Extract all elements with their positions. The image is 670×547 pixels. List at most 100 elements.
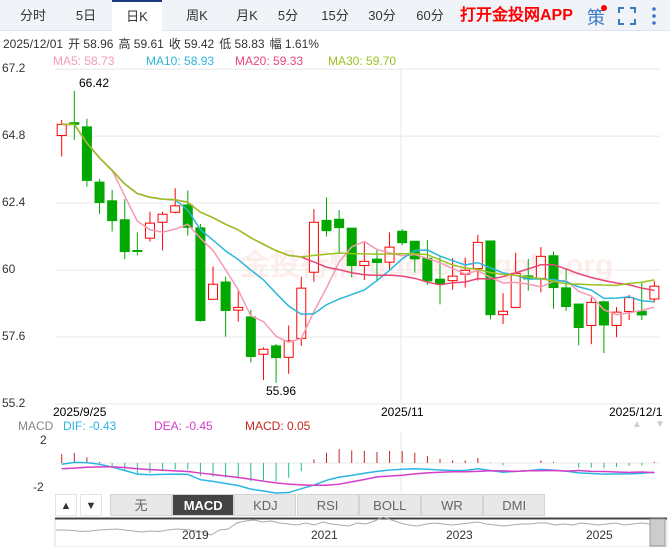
tab-0[interactable]: 分时 xyxy=(19,8,46,23)
candle-body xyxy=(624,297,635,313)
candle-body xyxy=(498,310,509,316)
candle-body xyxy=(195,227,206,321)
tab-6[interactable]: 15分 xyxy=(321,8,349,23)
ma-legend-3: MA30: 59.70 xyxy=(328,54,397,68)
tab-1[interactable]: 5日 xyxy=(75,8,97,23)
candle-body xyxy=(371,258,382,263)
x-label-start: 2025/9/25 xyxy=(53,405,107,419)
indicator-tab-rsi[interactable]: RSI xyxy=(296,494,359,516)
macd-legend-dif: DIF: -0.43 xyxy=(63,419,117,433)
info-date: 2025/12/01 xyxy=(3,37,64,51)
candle-body xyxy=(548,255,559,289)
indicator-tab-无[interactable]: 无 xyxy=(110,494,172,516)
tab-3[interactable]: 周K xyxy=(186,8,208,23)
y-tick: 62.4 xyxy=(2,195,26,210)
info-change: 幅 1.61% xyxy=(269,37,319,51)
tab-2[interactable]: 日K xyxy=(112,0,162,32)
candle-body xyxy=(359,260,370,267)
candle-body xyxy=(245,316,256,357)
info-high: 高 59.61 xyxy=(118,37,164,51)
candle-body xyxy=(56,123,67,137)
candle-body xyxy=(107,200,118,222)
candle-body xyxy=(321,219,332,232)
tab-5[interactable]: 5分 xyxy=(277,8,299,23)
min-annotation: 55.96 xyxy=(266,384,297,398)
indicator-tab-kdj[interactable]: KDJ xyxy=(234,494,297,516)
candle-body xyxy=(258,348,269,355)
navigator-year-label: 2021 xyxy=(311,528,338,542)
candle-body xyxy=(157,213,168,223)
macd-legend-dea: DEA: -0.45 xyxy=(154,419,213,433)
info-low: 低 58.83 xyxy=(219,37,265,51)
panel-up-icon[interactable]: ▲ xyxy=(632,419,642,430)
indicator-tab-macd[interactable]: MACD xyxy=(172,494,235,516)
indicator-tab-dmi[interactable]: DMI xyxy=(483,494,546,516)
navigator-handle[interactable] xyxy=(649,518,666,547)
y-tick: 57.6 xyxy=(2,328,26,343)
candle-body xyxy=(598,301,609,326)
candle-body xyxy=(308,221,319,273)
candle-body xyxy=(435,278,445,285)
more-vertical-icon[interactable] xyxy=(650,6,658,26)
candle-body xyxy=(611,311,622,327)
candle-body xyxy=(94,181,105,203)
scroll-down-button[interactable]: ▼ xyxy=(80,494,102,516)
candle-body xyxy=(397,230,408,244)
notification-dot xyxy=(601,5,607,11)
ma-legend-0: MA5: 58.73 xyxy=(53,54,115,68)
x-label-end: 2025/12/1 xyxy=(609,405,663,419)
ma20-line xyxy=(61,123,655,292)
navigator xyxy=(54,517,668,547)
candle-body xyxy=(561,287,572,308)
ma-legend-1: MA10: 58.93 xyxy=(146,54,215,68)
candle-body xyxy=(636,310,647,316)
candle-body xyxy=(208,283,219,300)
navigator-year-label: 2023 xyxy=(446,528,473,542)
tab-7[interactable]: 30分 xyxy=(368,8,396,23)
info-open: 开 58.96 xyxy=(68,37,114,51)
indicator-tab-boll[interactable]: BOLL xyxy=(358,494,421,516)
candle-body xyxy=(535,255,546,279)
macd-y-tick-neg2: -2 xyxy=(33,480,44,494)
candle-body xyxy=(220,281,231,311)
info-close: 收 59.42 xyxy=(168,37,215,51)
candle-body xyxy=(170,205,181,213)
candle-body xyxy=(271,345,282,359)
candle-body xyxy=(586,301,597,327)
panel-down-icon[interactable]: ▼ xyxy=(655,419,665,430)
x-label-nov: 2025/11 xyxy=(381,405,424,419)
ma-legend-2: MA20: 59.33 xyxy=(235,54,304,68)
ma10-line xyxy=(61,123,655,315)
candle-body xyxy=(233,306,244,311)
candle-body xyxy=(573,303,584,328)
scroll-up-button[interactable]: ▲ xyxy=(55,494,77,516)
dif-line xyxy=(61,461,655,494)
y-tick: 60 xyxy=(2,262,16,276)
max-annotation: 66.42 xyxy=(79,76,110,90)
candle-body xyxy=(119,219,130,253)
ohlc-info: 2025/12/01 开 58.96 高 59.61 收 59.42 低 58.83 幅 … xyxy=(3,37,324,52)
navigator-year-label: 2025 xyxy=(586,528,613,542)
tab-4[interactable]: 月K xyxy=(236,8,258,23)
candle-body xyxy=(649,285,660,300)
ma30-line xyxy=(61,123,655,287)
macd-legend-name: MACD xyxy=(18,419,54,433)
macd-y-tick-2: 2 xyxy=(40,433,47,447)
open-app-link[interactable]: 打开金投网APP xyxy=(460,7,573,24)
navigator-year-label: 2019 xyxy=(182,528,209,542)
indicator-tab-wr[interactable]: WR xyxy=(421,494,483,516)
strategy-button[interactable]: 策 xyxy=(587,8,605,28)
candle-body xyxy=(132,249,143,252)
y-tick: 67.2 xyxy=(2,61,26,76)
y-tick: 55.2 xyxy=(2,395,26,410)
candle-body xyxy=(510,272,521,308)
macd-legend-macd: MACD: 0.05 xyxy=(245,419,311,433)
tab-8[interactable]: 60分 xyxy=(416,8,444,23)
candle-body xyxy=(81,126,92,181)
fullscreen-icon[interactable] xyxy=(618,7,636,25)
dea-line xyxy=(61,466,655,487)
candle-body xyxy=(422,257,433,282)
y-tick: 64.8 xyxy=(2,128,26,143)
navigator-line xyxy=(56,516,651,536)
